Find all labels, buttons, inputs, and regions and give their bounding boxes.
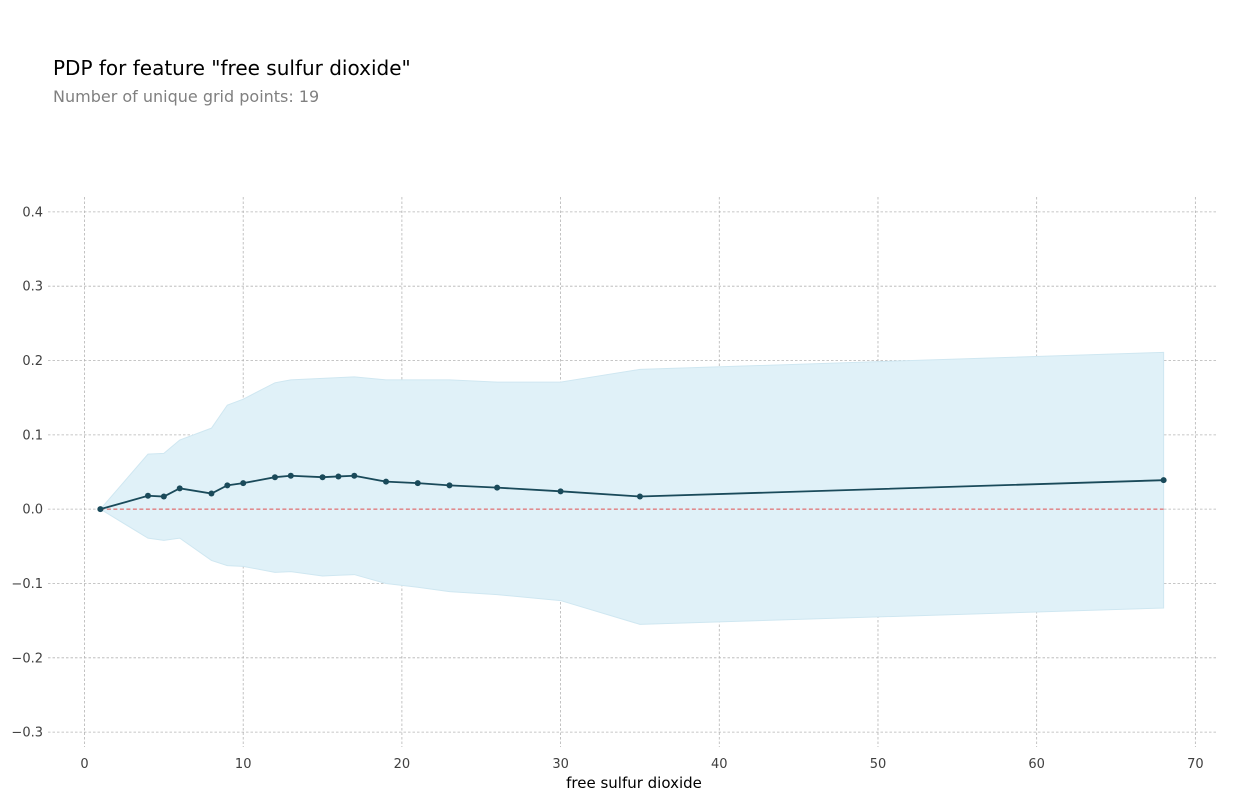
x-tick-labels: 0 10 20 30 40 50 60 70 xyxy=(80,757,1203,772)
pdp-point xyxy=(557,488,564,495)
chart-subtitle: Number of unique grid points: 19 xyxy=(53,87,320,106)
pdp-point xyxy=(335,473,342,480)
x-tick-label: 60 xyxy=(1028,757,1045,772)
y-tick-label: 0.1 xyxy=(22,428,43,443)
pdp-point xyxy=(636,493,643,500)
pdp-point xyxy=(208,490,215,497)
pdp-point xyxy=(271,474,278,481)
pdp-point xyxy=(494,484,501,491)
pdp-point xyxy=(1160,477,1167,484)
y-tick-label: 0.2 xyxy=(22,354,43,369)
pdp-point xyxy=(160,493,167,500)
x-tick-label: 10 xyxy=(235,757,252,772)
y-tick-label: 0.4 xyxy=(22,205,43,220)
pdp-point xyxy=(383,478,390,485)
pdp-point xyxy=(240,480,247,487)
pdp-point xyxy=(446,482,453,489)
x-tick-label: 50 xyxy=(870,757,887,772)
pdp-point xyxy=(97,506,104,513)
y-tick-label: 0.3 xyxy=(22,280,43,295)
x-tick-label: 20 xyxy=(394,757,411,772)
y-tick-labels: 0.4 0.3 0.2 0.1 0.0 −0.1 −0.2 −0.3 xyxy=(11,205,43,740)
x-axis-label: free sulfur dioxide xyxy=(566,774,702,792)
y-tick-label: −0.2 xyxy=(11,651,43,666)
pdp-point xyxy=(319,474,326,481)
y-tick-label: −0.1 xyxy=(11,577,43,592)
pdp-point xyxy=(414,480,421,487)
x-tick-label: 70 xyxy=(1187,757,1204,772)
pdp-point xyxy=(176,485,183,492)
pdp-point xyxy=(351,472,358,479)
x-tick-label: 0 xyxy=(80,757,88,772)
pdp-points-layer xyxy=(97,472,1167,513)
x-tick-label: 30 xyxy=(552,757,569,772)
x-tick-label: 40 xyxy=(711,757,728,772)
pdp-point xyxy=(224,482,231,489)
y-tick-label: −0.3 xyxy=(11,726,43,741)
chart-title: PDP for feature "free sulfur dioxide" xyxy=(53,56,411,80)
y-tick-label: 0.0 xyxy=(22,503,43,518)
pdp-point xyxy=(144,492,151,499)
pdp-point xyxy=(287,472,294,479)
